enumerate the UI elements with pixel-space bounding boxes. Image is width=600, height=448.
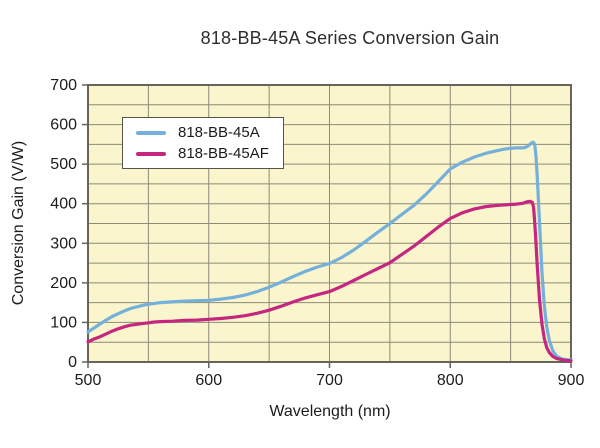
y-tick-label: 200	[50, 275, 77, 292]
legend-label: 818-BB-45AF	[178, 145, 269, 162]
legend-item-818-bb-45a: 818-BB-45A	[136, 124, 283, 141]
series-line-0	[86, 140, 573, 362]
x-tick-label: 900	[558, 372, 585, 389]
series-swatch-818-bb-45a	[136, 130, 166, 135]
x-tick-label: 600	[195, 372, 222, 389]
y-tick-label: 600	[50, 117, 77, 134]
y-tick-label: 300	[50, 235, 77, 252]
legend-item-818-bb-45af: 818-BB-45AF	[136, 145, 283, 162]
y-tick-label: 700	[50, 77, 77, 94]
y-tick-label: 100	[50, 314, 77, 331]
y-tick-label: 400	[50, 196, 77, 213]
x-tick-label: 700	[316, 372, 343, 389]
chart-title: 818-BB-45A Series Conversion Gain	[200, 28, 500, 48]
series-line-1	[86, 199, 573, 363]
x-axis-label: Wavelength (nm)	[269, 403, 391, 420]
legend: 818-BB-45A 818-BB-45AF	[122, 117, 284, 169]
x-tick-label: 800	[437, 372, 464, 389]
y-tick-label: 0	[68, 354, 77, 371]
legend-label: 818-BB-45A	[178, 124, 260, 141]
y-tick-label: 500	[50, 156, 77, 173]
series-swatch-818-bb-45af	[136, 151, 166, 156]
x-tick-label: 500	[75, 372, 102, 389]
